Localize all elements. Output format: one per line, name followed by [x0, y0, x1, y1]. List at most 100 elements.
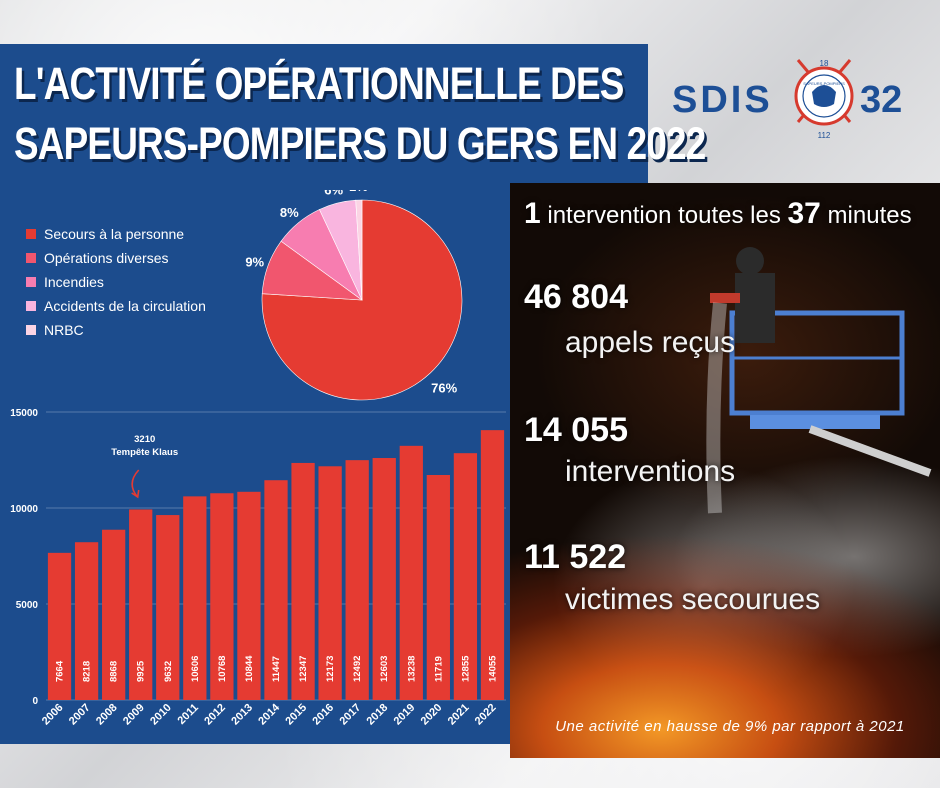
- logo-text-right: 32: [860, 79, 902, 121]
- victims-value: 11 522: [524, 538, 627, 576]
- x-tick-label: 2012: [202, 702, 228, 728]
- badge-text: SAPEURS-POMPIERS: [803, 81, 845, 86]
- bar-value-label: 9632: [163, 661, 174, 682]
- bar-value-label: 7664: [55, 660, 66, 682]
- footer-note: Une activité en hausse de 9% par rapport…: [555, 718, 905, 735]
- y-tick-label: 0: [32, 696, 38, 707]
- pie-slice-label: 8%: [280, 205, 299, 220]
- legend-label: Secours à la personne: [44, 226, 185, 242]
- bar: [102, 529, 126, 700]
- x-tick-label: 2010: [148, 702, 174, 728]
- x-tick-label: 2020: [419, 702, 445, 728]
- x-tick-label: 2014: [256, 701, 282, 727]
- calls-label: appels reçus: [565, 326, 736, 359]
- bar: [372, 458, 396, 700]
- bar-value-label: 9925: [136, 660, 147, 682]
- annotation-value: 3210: [134, 434, 155, 445]
- badge-bottom: 112: [818, 131, 831, 140]
- bar-value-label: 11719: [433, 656, 444, 682]
- x-tick-label: 2013: [229, 702, 255, 728]
- interval-stat: 1 intervention toutes les 37 minutes: [524, 197, 912, 231]
- x-tick-label: 2016: [310, 702, 336, 728]
- title-line-1: L'ACTIVITÉ OPÉRATIONNELLE DES: [14, 58, 624, 109]
- pie-slice-label: 9%: [245, 254, 264, 269]
- bar: [183, 496, 207, 700]
- annotation-label: Tempête Klaus: [111, 447, 178, 458]
- y-tick-label: 15000: [10, 408, 38, 419]
- bar-value-label: 11447: [271, 656, 282, 682]
- x-tick-label: 2006: [40, 702, 66, 728]
- pie-slice-label: 6%: [324, 190, 343, 198]
- logo-text-left: SDIS: [672, 79, 773, 121]
- legend-item: Secours à la personne: [26, 222, 206, 246]
- interval-text-2: minutes: [820, 202, 912, 229]
- x-tick-label: 2015: [283, 702, 309, 728]
- pie-chart: 76% 9% 8% 6% 1%: [245, 190, 463, 401]
- x-tick-label: 2011: [176, 702, 201, 727]
- bar: [210, 493, 234, 700]
- x-tick-label: 2009: [121, 702, 147, 728]
- bar: [399, 445, 423, 700]
- calls-value: 46 804: [524, 278, 628, 316]
- bar: [47, 552, 72, 700]
- legend-swatch: [26, 325, 36, 335]
- bar: [426, 474, 450, 700]
- x-tick-label: 2019: [392, 702, 418, 728]
- y-tick-label: 10000: [10, 504, 38, 515]
- bar: [129, 509, 153, 700]
- bar: [453, 453, 478, 700]
- x-tick-label: 2022: [473, 702, 499, 728]
- bar-value-label: 12492: [352, 656, 363, 682]
- x-tick-label: 2007: [67, 702, 93, 728]
- fire-photo: 1 intervention toutes les 37 minutes 46 …: [510, 183, 940, 758]
- interval-count: 1: [524, 197, 541, 230]
- sdis32-logo: SDIS 18 SAPEURS-POMPIERS 112 32: [672, 59, 902, 140]
- interventions-value: 14 055: [524, 411, 628, 449]
- x-tick-label: 2017: [337, 702, 363, 728]
- x-tick-label: 2008: [94, 702, 120, 728]
- firefighter-illustration: [706, 247, 932, 514]
- bar-value-label: 10768: [217, 656, 228, 682]
- interval-text-1: intervention toutes les: [540, 202, 788, 229]
- bar-value-label: 8868: [109, 661, 120, 682]
- bar-chart: 0 5000 10000 15000 7664 2006 8218 2007 8868 2008 9…: [10, 408, 506, 728]
- y-tick-label: 5000: [16, 600, 39, 611]
- badge-icon: 18 SAPEURS-POMPIERS 112: [794, 59, 854, 140]
- bar-value-label: 12173: [325, 656, 336, 682]
- bar-value-label: 13238: [406, 656, 417, 682]
- page-title: L'ACTIVITÉ OPÉRATIONNELLE DES SAPEURS-PO…: [14, 54, 706, 174]
- legend-swatch: [26, 277, 36, 287]
- bar: [345, 460, 369, 700]
- annotation-arrow: [131, 469, 140, 497]
- bar-value-label: 8218: [82, 661, 93, 682]
- pie-slice-label: 1%: [349, 190, 368, 194]
- legend-item: Accidents de la circulation: [26, 294, 206, 318]
- badge-top: 18: [820, 59, 829, 68]
- bar: [156, 515, 180, 700]
- interval-minutes: 37: [787, 197, 821, 230]
- bar-value-label: 12347: [298, 656, 309, 682]
- x-tick-label: 2021: [446, 702, 472, 728]
- interventions-label: interventions: [565, 455, 736, 488]
- legend-swatch: [26, 229, 36, 239]
- legend-label: Accidents de la circulation: [44, 298, 206, 314]
- legend-label: Incendies: [44, 274, 104, 290]
- legend-item: Incendies: [26, 270, 206, 294]
- legend-swatch: [26, 301, 36, 311]
- pie-legend: Secours à la personne Opérations diverse…: [26, 222, 206, 342]
- bar-value-label: 10606: [190, 656, 201, 682]
- legend-label: Opérations diverses: [44, 250, 169, 266]
- x-tick-label: 2018: [365, 702, 391, 728]
- bar: [480, 430, 505, 700]
- legend-item: NRBC: [26, 318, 206, 342]
- legend-label: NRBC: [44, 322, 84, 338]
- annotation-arrowhead: [131, 489, 140, 499]
- bar: [74, 542, 99, 700]
- bar-value-label: 10844: [244, 655, 255, 682]
- victims-label: victimes secourues: [565, 583, 821, 616]
- pie-slice-label: 76%: [431, 380, 457, 395]
- legend-swatch: [26, 253, 36, 263]
- bar-value-label: 12855: [460, 655, 471, 682]
- bar-value-label: 14055: [487, 655, 498, 682]
- bar: [318, 466, 342, 700]
